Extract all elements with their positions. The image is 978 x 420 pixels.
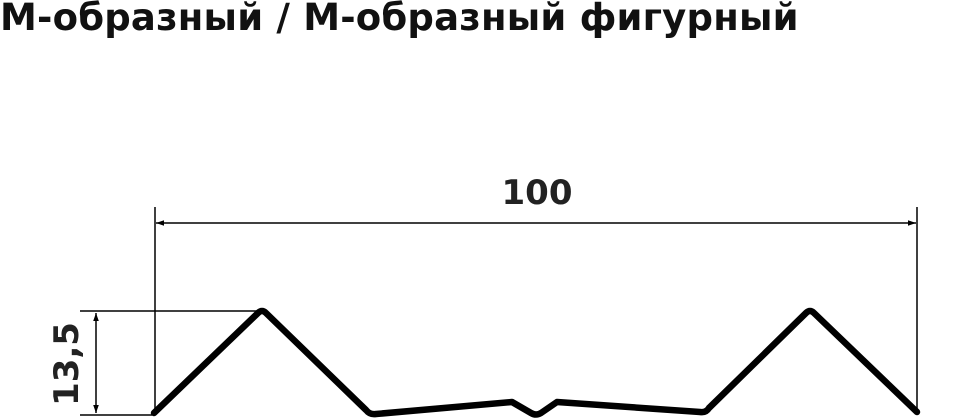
height-dimension — [80, 310, 258, 416]
page-title: М-образный / М-образный фигурный — [0, 0, 799, 39]
height-label: 13,5 — [47, 322, 87, 406]
width-label: 100 — [502, 173, 573, 213]
width-dimension — [154, 207, 918, 412]
m-profile-line — [150, 307, 921, 418]
